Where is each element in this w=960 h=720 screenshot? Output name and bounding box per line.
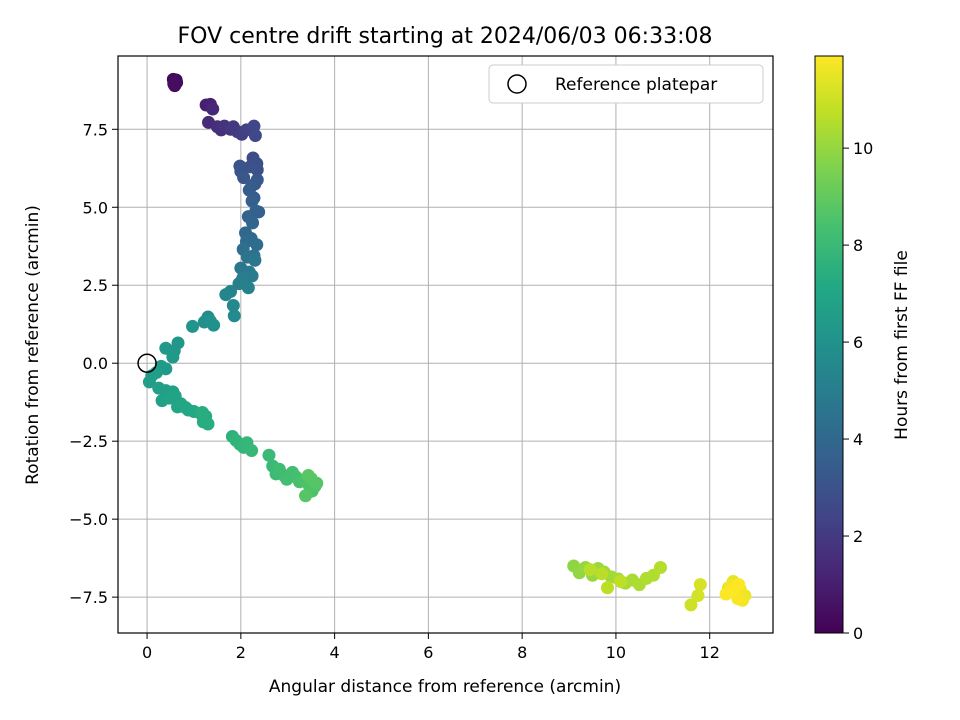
legend-marker [507, 74, 527, 94]
data-point [684, 598, 698, 612]
data-point [299, 489, 313, 503]
data-point [248, 129, 262, 143]
y-tick-label: 0.0 [83, 354, 108, 373]
colorbar-tick-label: 2 [853, 527, 863, 546]
data-point [248, 253, 262, 267]
colorbar-label: Hours from first FF file [892, 250, 912, 440]
colorbar-tick-label: 8 [853, 236, 863, 255]
data-point [245, 179, 259, 193]
x-tick-label: 4 [330, 643, 340, 662]
x-tick-label: 6 [423, 643, 433, 662]
data-point [614, 575, 628, 589]
y-tick-label: −5.0 [69, 510, 108, 529]
data-point [219, 288, 233, 302]
data-point [226, 299, 240, 313]
colorbar-tick-label: 10 [853, 139, 873, 158]
colorbar-gradient [814, 55, 844, 634]
colorbar-tick-label: 6 [853, 333, 863, 352]
data-point [301, 468, 315, 482]
data-point [195, 405, 209, 419]
data-point [167, 77, 181, 91]
data-point [166, 350, 180, 364]
data-point [201, 417, 215, 431]
data-point [600, 581, 614, 595]
x-tick-label: 12 [700, 643, 720, 662]
data-point [159, 341, 173, 355]
y-axis-label: Rotation from reference (arcmin) [23, 205, 43, 485]
legend-box [488, 64, 764, 104]
y-tick-label: −2.5 [69, 432, 108, 451]
data-point [203, 314, 217, 328]
data-point [245, 444, 259, 458]
y-tick-label: −7.5 [69, 588, 108, 607]
data-point [691, 589, 705, 603]
data-point [653, 561, 667, 575]
reference-marker [137, 353, 157, 373]
data-point [732, 578, 746, 592]
data-point [142, 375, 156, 389]
y-tick-label: 2.5 [83, 276, 108, 295]
data-point [250, 238, 264, 252]
x-axis-label: Angular distance from reference (arcmin) [269, 677, 621, 697]
grid [118, 56, 773, 633]
y-tick-label: 7.5 [83, 120, 108, 139]
chart-title: FOV centre drift starting at 2024/06/03 … [178, 24, 713, 49]
x-tick-label: 0 [142, 643, 152, 662]
colorbar-tick-label: 4 [853, 430, 863, 449]
x-tick-label: 10 [606, 643, 626, 662]
data-points [142, 72, 752, 612]
data-point [595, 567, 609, 581]
data-point [206, 102, 220, 116]
data-point [233, 159, 247, 173]
data-point [227, 309, 241, 323]
data-point [245, 194, 259, 208]
data-point [246, 216, 260, 230]
colorbar-ticks: 0 2 4 6 8 10 [843, 139, 873, 643]
data-point [186, 319, 200, 333]
x-axis: 0 2 4 6 8 10 12 [142, 633, 720, 662]
y-axis: −7.5 −5.0 −2.5 0.0 2.5 5.0 7.5 [69, 120, 118, 607]
x-tick-label: 8 [517, 643, 527, 662]
data-point [693, 578, 707, 592]
data-point [262, 448, 276, 462]
legend-label: Reference platepar [555, 75, 717, 95]
y-tick-label: 5.0 [83, 198, 108, 217]
colorbar-tick-label: 0 [853, 624, 863, 643]
legend: Reference platepar [488, 64, 764, 104]
colorbar: 0 2 4 6 8 10 Hours from first FF file [814, 55, 912, 643]
data-point [241, 281, 255, 295]
plot-frame [117, 55, 774, 634]
data-point [237, 171, 251, 185]
data-point [583, 563, 597, 577]
x-tick-label: 2 [236, 643, 246, 662]
